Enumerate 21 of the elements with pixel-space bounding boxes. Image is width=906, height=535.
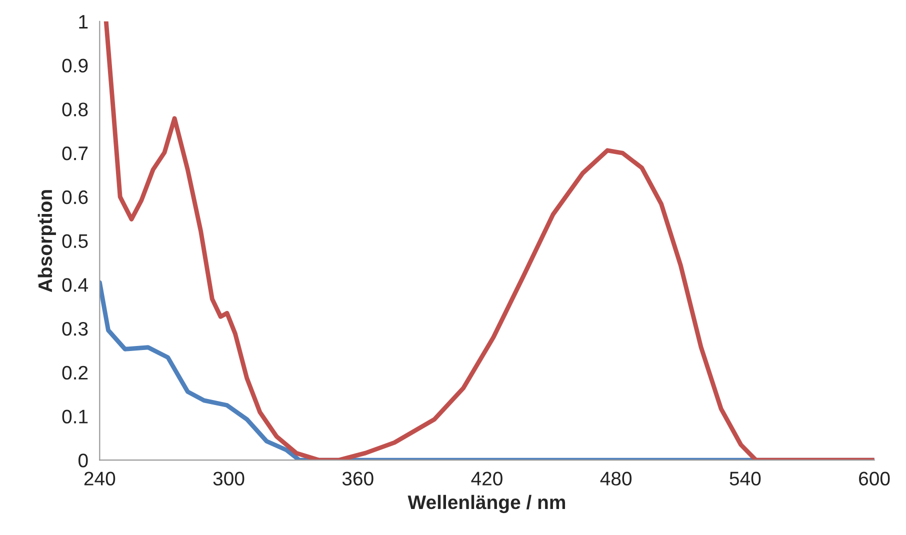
y-tick-label: 0.9 bbox=[62, 58, 88, 73]
y-axis-title: Absorption bbox=[38, 190, 56, 292]
y-tick-label: 0.2 bbox=[62, 366, 88, 380]
y-tick-label: 0.4 bbox=[62, 278, 88, 292]
x-tick-label: 420 bbox=[471, 472, 502, 486]
x-tick-label: 480 bbox=[600, 472, 632, 486]
y-tick-label: 0.8 bbox=[62, 102, 88, 116]
y-tick-label: 0 bbox=[78, 454, 88, 468]
y-tick-label: 0.5 bbox=[62, 234, 88, 248]
x-tick-label: 300 bbox=[213, 472, 244, 486]
y-tick-label: 0.3 bbox=[62, 322, 88, 336]
x-tick-label: 240 bbox=[84, 472, 116, 486]
x-axis-title: Wellenlänge / nm bbox=[408, 494, 566, 514]
y-tick-label: 0.1 bbox=[62, 410, 88, 424]
x-tick-label: 600 bbox=[859, 472, 890, 486]
y-tick-label: 0.7 bbox=[62, 146, 88, 160]
x-tick-label: 540 bbox=[730, 472, 761, 486]
y-tick-label: 0.6 bbox=[62, 190, 88, 204]
line-series bbox=[104, 21, 874, 460]
y-tick-label: 1 bbox=[79, 15, 88, 28]
x-tick-label: 360 bbox=[342, 472, 374, 486]
